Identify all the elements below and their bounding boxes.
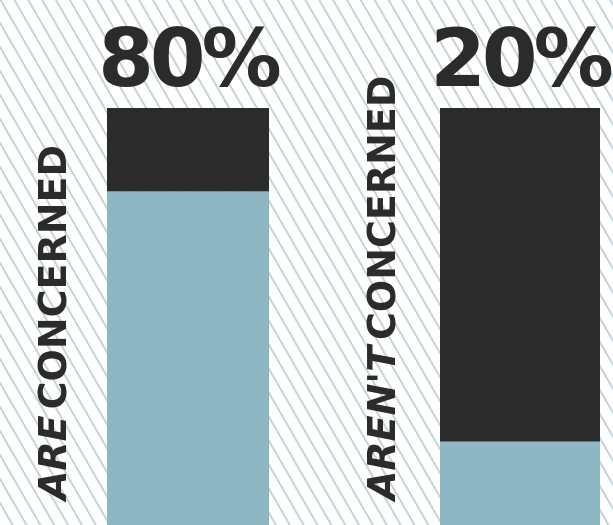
- bar-value-1: [107, 191, 269, 525]
- bar-remainder-2: [440, 108, 600, 442]
- category-label-2: AREN'TCONCERNED: [360, 76, 404, 503]
- bar-value-2: [440, 441, 600, 525]
- bar-remainder-1: [107, 108, 269, 192]
- value-label-1: 80%: [98, 12, 279, 105]
- value-label-2: 20%: [430, 12, 611, 105]
- category-label-1: ARECONCERNED: [31, 145, 75, 503]
